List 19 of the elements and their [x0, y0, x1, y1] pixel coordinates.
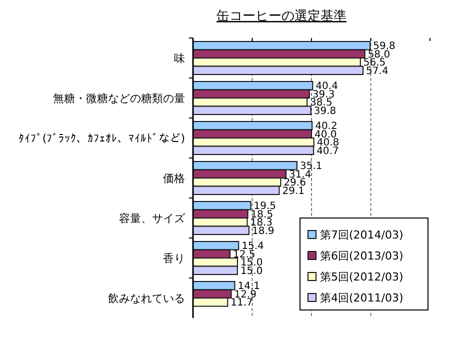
data-label: 40.7: [316, 146, 339, 157]
legend-label: 第6回(2013/03): [320, 250, 404, 262]
data-label: 57.4: [366, 66, 388, 77]
y-tick-label: 無糖・微糖などの糖類の量: [53, 92, 185, 105]
data-label: 39.8: [314, 106, 336, 117]
data-label: 29.1: [282, 186, 304, 197]
data-label: 18.9: [252, 226, 274, 237]
y-tick-label: 味: [174, 52, 185, 65]
data-label: 11.7: [230, 298, 253, 309]
chart-title: 缶コーヒーの選定基準: [216, 9, 346, 24]
y-tick-label: 飲みなれている: [108, 292, 185, 305]
data-label: 15.0: [240, 266, 263, 277]
y-tick-label: 容量、サイズ: [119, 212, 186, 225]
y-tick-label: ﾀｲﾌﾟ(ﾌﾞﾗｯｸ、ｶﾌｪｵﾚ、ﾏｲﾙﾄﾞなど): [18, 132, 185, 145]
legend-label: 第4回(2011/03): [320, 292, 404, 304]
legend-label: 第5回(2012/03): [320, 270, 404, 284]
legend-label: 第7回(2014/03): [320, 228, 404, 242]
y-tick-label: 香り: [163, 252, 185, 265]
y-tick-label: 価格: [163, 172, 185, 185]
